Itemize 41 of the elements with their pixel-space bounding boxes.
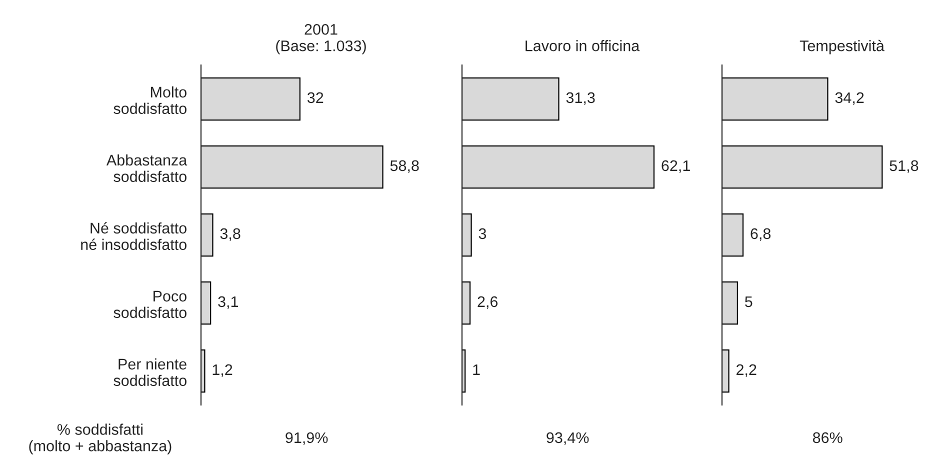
bar [201, 145, 384, 189]
text: 86% [812, 432, 842, 444]
y-tick-label: Né soddisfatto né insoddisfatto [81, 222, 186, 250]
bar [722, 349, 730, 393]
bar [201, 77, 300, 121]
bar [201, 281, 212, 325]
data-label: 3 [478, 228, 486, 240]
bar [722, 145, 883, 189]
bar [462, 281, 471, 325]
y-tick-label: Molto soddisfatto [114, 86, 186, 114]
data-label: 62,1 [662, 160, 690, 173]
y-tick-label: Per niente soddisfatto [114, 358, 186, 386]
y-tick-label: Abbastanza soddisfatto [106, 154, 188, 182]
bar [462, 77, 560, 121]
data-label: 5 [745, 296, 752, 308]
data-label: 32 [307, 92, 324, 104]
bar [722, 77, 828, 121]
bar [462, 213, 472, 257]
data-label: 2,6 [478, 296, 498, 309]
chart-title: 2001 (Base: 1.033) [276, 24, 366, 54]
data-label: 34,2 [835, 92, 864, 105]
bar [201, 349, 206, 393]
bar [201, 213, 214, 257]
text: 93,4% [546, 432, 589, 445]
data-label: 3,1 [218, 296, 238, 309]
chart-title: Lavoro in officina [526, 40, 640, 52]
data-label: 2,2 [736, 364, 756, 377]
y-tick-label: Poco soddisfatto [114, 290, 186, 318]
data-label: 51,8 [890, 160, 918, 173]
data-label: 1,2 [212, 364, 232, 377]
data-label: 58,8 [390, 160, 419, 173]
text: % soddisfatti (molto + abbastanza) [29, 424, 172, 454]
bar [462, 145, 655, 189]
data-label: 3,8 [220, 228, 240, 241]
bar [722, 213, 744, 257]
chart-title: Tempestività [800, 40, 884, 54]
data-label: 1 [473, 364, 480, 375]
bar [722, 281, 738, 325]
data-label: 31,3 [566, 92, 595, 105]
data-label: 6,8 [750, 228, 771, 241]
text: 91,9% [286, 432, 328, 445]
